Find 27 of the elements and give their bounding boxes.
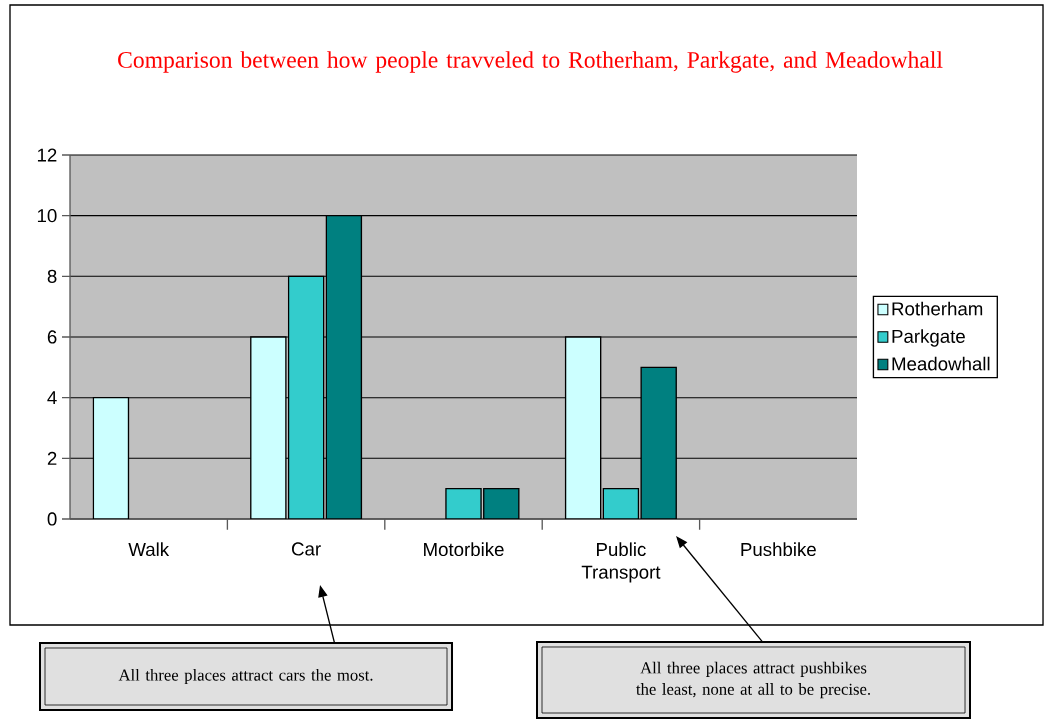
x-tick-label: Car [292, 542, 321, 556]
bar [92, 396, 130, 519]
y-tick-label: 4 [47, 391, 57, 405]
text: All three places attract pushbikes the least, none at all to be precise. [636, 661, 870, 699]
bar [564, 336, 602, 519]
y-tick-label: 6 [47, 330, 57, 344]
y-tick-label: 10 [37, 209, 57, 223]
bar [325, 214, 363, 519]
bar [640, 366, 677, 519]
text: All three places attract cars the most. [118, 668, 373, 685]
bar [483, 487, 520, 519]
x-tick-label: Walk [128, 542, 170, 557]
bar [445, 487, 482, 519]
bar [602, 487, 640, 519]
y-tick-label: 2 [47, 451, 57, 465]
y-tick-label: 12 [37, 148, 57, 162]
bar [250, 336, 287, 519]
x-tick-label: Pushbike [741, 542, 816, 557]
y-tick-label: 0 [47, 512, 57, 526]
legend-label: Parkgate [892, 329, 965, 347]
chart-title: Comparison between how people travveled to Rotherham, Parkgate, and Meadowhall [118, 51, 943, 73]
x-tick-label: Public Transport [581, 542, 661, 583]
legend-label: Meadowhall [892, 356, 990, 371]
bar [287, 275, 325, 519]
legend-label: Rotherham [892, 301, 983, 316]
x-tick-label: Motorbike [424, 542, 504, 557]
y-tick-label: 8 [47, 269, 57, 283]
